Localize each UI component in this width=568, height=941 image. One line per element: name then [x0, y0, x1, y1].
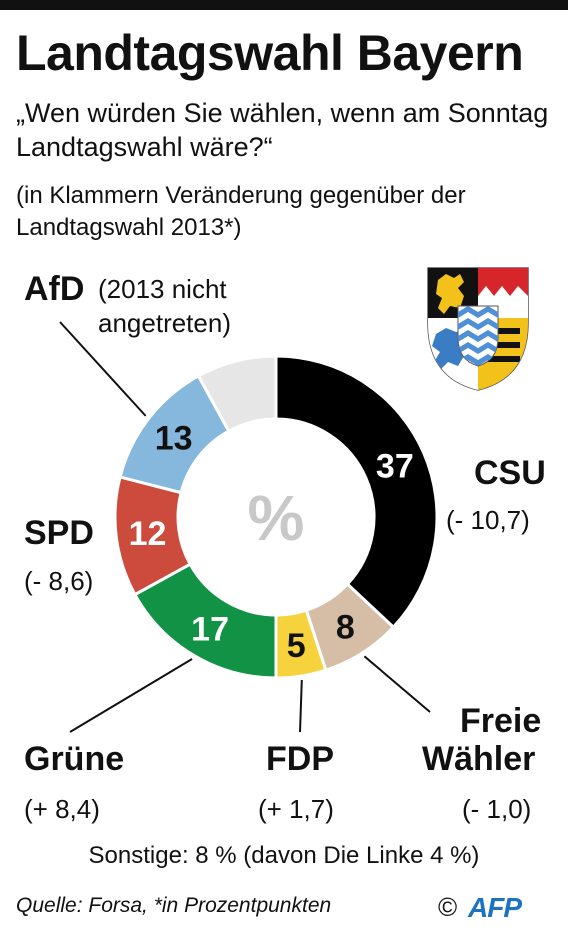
label-gruene: Grüne [24, 740, 125, 778]
value-label-csu: 37 [376, 448, 414, 486]
sonstige-note: Sonstige: 8 % (davon Die Linke 4 %) [88, 842, 480, 869]
change-freie-waehler: (- 1,0) [462, 794, 532, 824]
leader-line-fdp [299, 679, 303, 733]
leader-line-afd [59, 321, 147, 417]
source-note: Quelle: Forsa, *in Prozentpunkten [16, 894, 332, 917]
value-label-fdp: 5 [287, 627, 306, 665]
chart-question: „Wen würden Sie wählen, wenn am Sonntag … [16, 98, 549, 162]
change-csu: (- 10,7) [446, 505, 530, 535]
change-afd-line1: (2013 nicht [98, 274, 227, 304]
label-csu: CSU [474, 454, 546, 492]
change-fdp: (+ 1,7) [258, 794, 334, 824]
center-percent-label: % [248, 482, 305, 554]
chart-title: Landtagswahl Bayern [16, 25, 524, 81]
value-label-freie-waehler: 8 [336, 608, 355, 646]
bavaria-coat-of-arms [427, 267, 529, 391]
afp-logo: AFP [468, 892, 522, 923]
slice-value-labels: 37 85 17 12 13 [129, 420, 414, 665]
change-spd: (- 8,6) [24, 566, 94, 596]
leader-lines [59, 321, 431, 733]
leader-line-freie-waehler [363, 655, 431, 713]
top-bar [0, 0, 568, 10]
value-label-spd: 12 [129, 515, 167, 553]
donut-slices [113, 354, 439, 680]
label-afd: AfD [24, 270, 85, 308]
label-freie-waehler-line1: Freie [460, 702, 542, 740]
label-freie-waehler-line2: Wähler [422, 740, 536, 778]
change-gruene: (+ 8,4) [24, 794, 100, 824]
value-label-gruene: 17 [191, 610, 229, 648]
label-fdp: FDP [266, 740, 334, 778]
slice-csu [274, 354, 439, 630]
leader-line-gruene [69, 658, 193, 733]
label-spd: SPD [24, 514, 94, 552]
change-afd-line2: angetreten) [98, 308, 231, 338]
chart-note: (in Klammern Veränderung gegenüber der L… [16, 182, 466, 241]
copyright-symbol: © [438, 892, 458, 922]
value-label-afd: 13 [155, 420, 193, 458]
slice-sonstige [196, 354, 278, 434]
